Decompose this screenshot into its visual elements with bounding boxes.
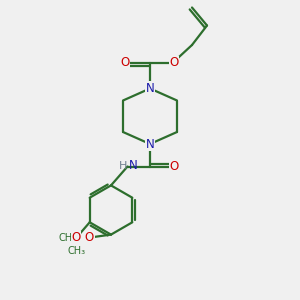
Text: O: O: [169, 160, 178, 173]
Text: O: O: [85, 231, 94, 244]
Text: O: O: [120, 56, 129, 70]
Text: N: N: [146, 82, 154, 95]
Text: CH₃: CH₃: [59, 232, 77, 243]
Text: CH₃: CH₃: [67, 245, 85, 256]
Text: N: N: [146, 137, 154, 151]
Text: O: O: [72, 231, 81, 244]
Text: H: H: [119, 161, 127, 171]
Text: O: O: [169, 56, 178, 70]
Text: N: N: [129, 159, 138, 172]
